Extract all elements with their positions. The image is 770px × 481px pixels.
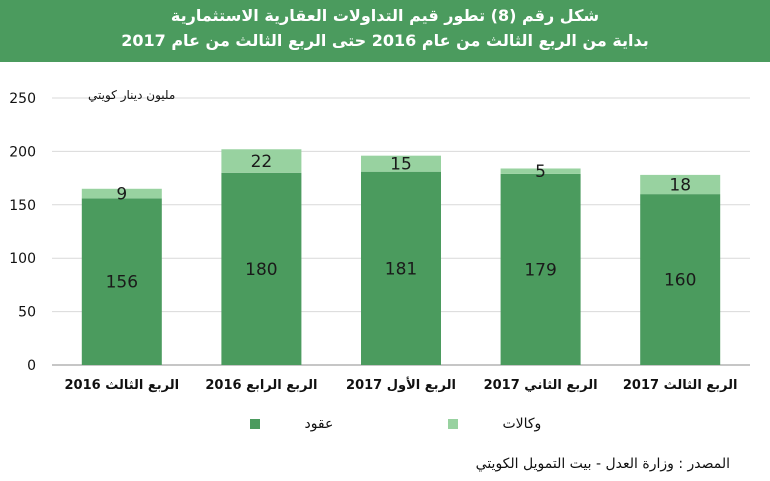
y-tick-label: 100 [9, 251, 36, 267]
legend-item-contracts: عقود [250, 416, 333, 436]
y-tick-label: 250 [9, 91, 36, 107]
legend-swatch-contracts [250, 419, 260, 429]
data-label: 15 [390, 155, 412, 175]
bar-contracts [361, 171, 441, 365]
bar-agencies [221, 149, 302, 173]
bar-contracts [221, 172, 302, 365]
x-tick-label: الربع الرابع 2016 [205, 378, 317, 393]
bar-agencies [640, 174, 721, 195]
data-label: 181 [385, 259, 417, 279]
data-label: 156 [106, 273, 138, 293]
bar-contracts [500, 173, 581, 365]
data-label: 18 [669, 176, 691, 196]
legend-item-agencies: وكالات [448, 416, 541, 436]
bar-contracts [640, 194, 721, 365]
bar-agencies [500, 168, 581, 174]
legend-label-agencies: وكالات [502, 416, 542, 432]
chart-title-line-1: شكل رقم (8) تطور قيم التداولات العقارية … [170, 6, 600, 25]
bar-contracts [81, 198, 162, 365]
x-tick-label: الربع الثاني 2017 [484, 378, 598, 393]
chart-title-banner: شكل رقم (8) تطور قيم التداولات العقارية … [0, 0, 770, 62]
legend-swatch-agencies [448, 419, 458, 429]
x-tick-label: الربع الثالث 2017 [623, 378, 738, 393]
y-tick-label: 0 [27, 358, 36, 374]
data-label: 180 [245, 260, 277, 280]
y-axis-unit-label: مليون دينار كويتي [88, 88, 176, 102]
data-label: 160 [664, 271, 696, 291]
source-note: المصدر : وزارة العدل - بيت التمويل الكوي… [475, 456, 730, 472]
x-tick-label: الربع الثالث 2016 [65, 378, 180, 393]
chart-title-line-2: بداية من الربع الثالث من عام 2016 حتى ال… [121, 31, 649, 50]
y-tick-label: 200 [9, 144, 36, 160]
y-tick-label: 150 [9, 198, 36, 214]
data-label: 9 [116, 185, 127, 205]
data-label: 179 [524, 260, 556, 280]
legend-label-contracts: عقود [304, 416, 334, 432]
bar-agencies [81, 188, 162, 199]
data-label: 5 [535, 162, 546, 182]
bar-agencies [361, 155, 441, 172]
stacked-bar-chart: 0 50 100 150 200 250 156 9 الربع الثالث 2016 180 2… [9, 91, 750, 393]
x-tick-label: الربع الأول 2017 [346, 376, 456, 393]
data-label: 22 [251, 152, 273, 172]
y-tick-label: 50 [18, 305, 36, 321]
